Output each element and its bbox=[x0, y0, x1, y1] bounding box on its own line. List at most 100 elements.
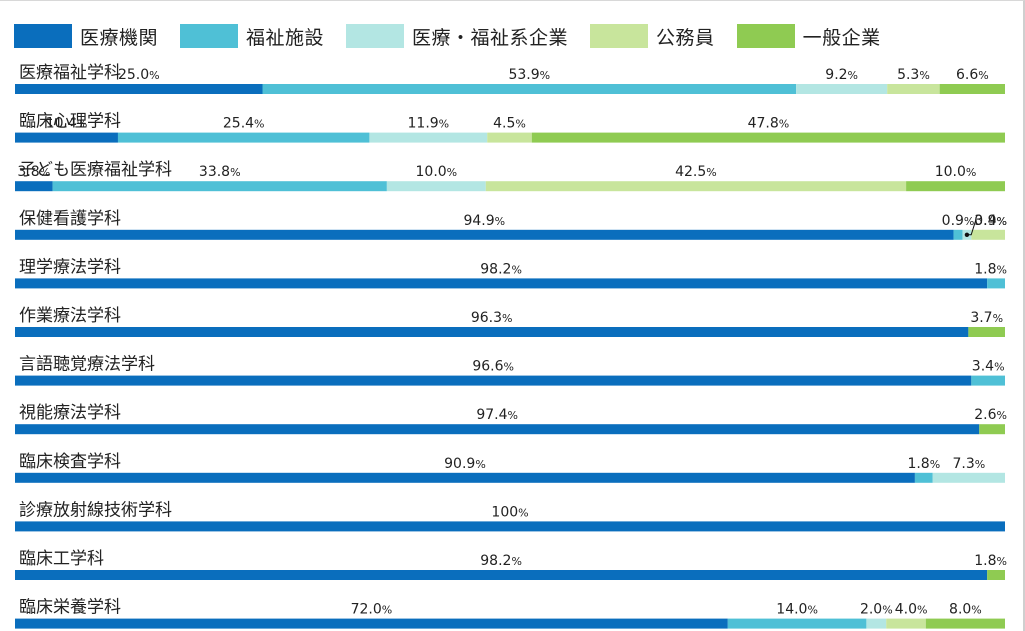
data-label: 2.0% bbox=[860, 602, 893, 618]
data-label: 9.2% bbox=[825, 67, 858, 83]
data-label: 14.0% bbox=[776, 602, 818, 618]
category-label: 作業療法学科 bbox=[19, 306, 121, 326]
category-label: 医療福祉学科 bbox=[19, 63, 121, 83]
bar-segment bbox=[15, 472, 915, 483]
data-label: 4.5% bbox=[493, 116, 526, 132]
bar-segment bbox=[971, 375, 1005, 386]
legend-swatch bbox=[180, 24, 239, 48]
legend-swatch bbox=[346, 24, 405, 48]
legend-swatch bbox=[736, 24, 795, 48]
legend-item-welfare-facility: 福祉施設 bbox=[180, 23, 346, 50]
data-label: 98.2% bbox=[480, 261, 522, 277]
bar-segment bbox=[15, 424, 980, 435]
data-label: 96.6% bbox=[472, 359, 514, 375]
data-label: 5.3% bbox=[897, 67, 930, 83]
data-label: 7.3% bbox=[953, 456, 986, 472]
data-label: 4.0% bbox=[895, 602, 928, 618]
legend-label: 医療・福祉系企業 bbox=[412, 26, 569, 49]
data-label: 97.4% bbox=[476, 407, 518, 423]
bar-segment bbox=[15, 181, 53, 192]
bar-segment bbox=[971, 229, 1005, 240]
bar-segment bbox=[15, 278, 988, 289]
bar-segment bbox=[953, 229, 963, 240]
legend-label: 福祉施設 bbox=[246, 26, 325, 49]
bar-segment bbox=[117, 132, 370, 143]
data-label: 10.0% bbox=[416, 164, 458, 180]
chart-legend: 医療機関 福祉施設 医療・福祉系企業 公務員 一般企業 bbox=[14, 22, 903, 50]
data-label: 1.8% bbox=[974, 553, 1007, 569]
legend-item-general-company: 一般企業 bbox=[736, 23, 903, 50]
data-label: 42.5% bbox=[675, 164, 717, 180]
bar-segment bbox=[987, 570, 1005, 580]
bar-segment bbox=[727, 618, 867, 629]
bar-segment bbox=[15, 229, 954, 240]
data-label: 10.0% bbox=[935, 164, 977, 180]
bar-segment bbox=[987, 278, 1005, 289]
data-label: 3.4% bbox=[972, 359, 1005, 375]
legend-item-medical-welfare-company: 医療・福祉系企業 bbox=[346, 23, 590, 50]
data-label: 3.8% bbox=[17, 164, 50, 180]
data-label: 3.7% bbox=[970, 310, 1003, 326]
bar-segment bbox=[15, 570, 988, 580]
bar-segment bbox=[487, 132, 532, 143]
category-label: 臨床工学科 bbox=[19, 549, 104, 569]
data-label: 96.3% bbox=[471, 310, 513, 326]
data-label: 33.8% bbox=[199, 164, 241, 180]
bar-segment bbox=[485, 181, 907, 192]
data-label: 47.8% bbox=[748, 116, 790, 132]
data-label: 1.8% bbox=[974, 261, 1007, 277]
legend-swatch bbox=[590, 24, 649, 48]
legend-item-medical-institution: 医療機関 bbox=[14, 23, 180, 50]
data-label: 6.6% bbox=[956, 67, 989, 83]
bar-segment bbox=[886, 618, 926, 629]
leader-line bbox=[966, 218, 977, 236]
legend-label: 医療機関 bbox=[80, 26, 159, 49]
bar-segment bbox=[262, 84, 797, 94]
legend-item-civil-servant: 公務員 bbox=[590, 23, 737, 50]
bar-segment bbox=[866, 618, 887, 629]
bar-segment bbox=[15, 618, 728, 629]
category-label: 言語聴覚療法学科 bbox=[19, 355, 155, 375]
data-label: 53.9% bbox=[508, 67, 550, 83]
bar-segment bbox=[932, 472, 1005, 483]
category-label: 臨床検査学科 bbox=[19, 452, 121, 472]
data-label: 72.0% bbox=[351, 602, 393, 618]
data-label: 25.4% bbox=[223, 116, 265, 132]
legend-label: 一般企業 bbox=[802, 26, 881, 49]
bar-segment bbox=[15, 132, 118, 143]
category-label: 保健看護学科 bbox=[19, 209, 121, 229]
bar-segment bbox=[939, 84, 1005, 94]
data-label: 98.2% bbox=[480, 553, 522, 569]
bar-segment bbox=[386, 181, 486, 192]
data-label: 1.8% bbox=[907, 456, 940, 472]
data-label: 25.0% bbox=[118, 67, 160, 83]
data-label: 90.9% bbox=[444, 456, 486, 472]
category-label: 理学療法学科 bbox=[19, 257, 121, 277]
data-label: 11.9% bbox=[408, 116, 450, 132]
legend-swatch bbox=[14, 24, 72, 48]
data-label: 2.6% bbox=[974, 407, 1007, 423]
bar-segment bbox=[979, 424, 1005, 435]
bar-segment bbox=[15, 327, 969, 337]
bar-segment bbox=[15, 84, 263, 94]
category-label: 子ども医療福祉学科 bbox=[19, 160, 172, 180]
bar-segment bbox=[906, 181, 1005, 192]
data-label: 94.9% bbox=[463, 213, 505, 229]
category-label: 臨床栄養学科 bbox=[19, 598, 121, 618]
bar-segment bbox=[15, 521, 1005, 532]
bar-segment bbox=[887, 84, 940, 94]
bar-segment bbox=[531, 132, 1005, 143]
category-label: 臨床心理学科 bbox=[19, 112, 121, 132]
data-label: 0.9% bbox=[974, 213, 1007, 229]
bar-segment bbox=[968, 327, 1005, 337]
data-label: 3.4% bbox=[974, 213, 1007, 229]
category-label: 視能療法学科 bbox=[19, 403, 121, 423]
data-label: 100% bbox=[491, 504, 528, 520]
bar-segment bbox=[15, 375, 972, 386]
bar-segment bbox=[369, 132, 488, 143]
bar-segment bbox=[796, 84, 888, 94]
bar-segment bbox=[52, 181, 387, 192]
bar-segment bbox=[925, 618, 1005, 629]
